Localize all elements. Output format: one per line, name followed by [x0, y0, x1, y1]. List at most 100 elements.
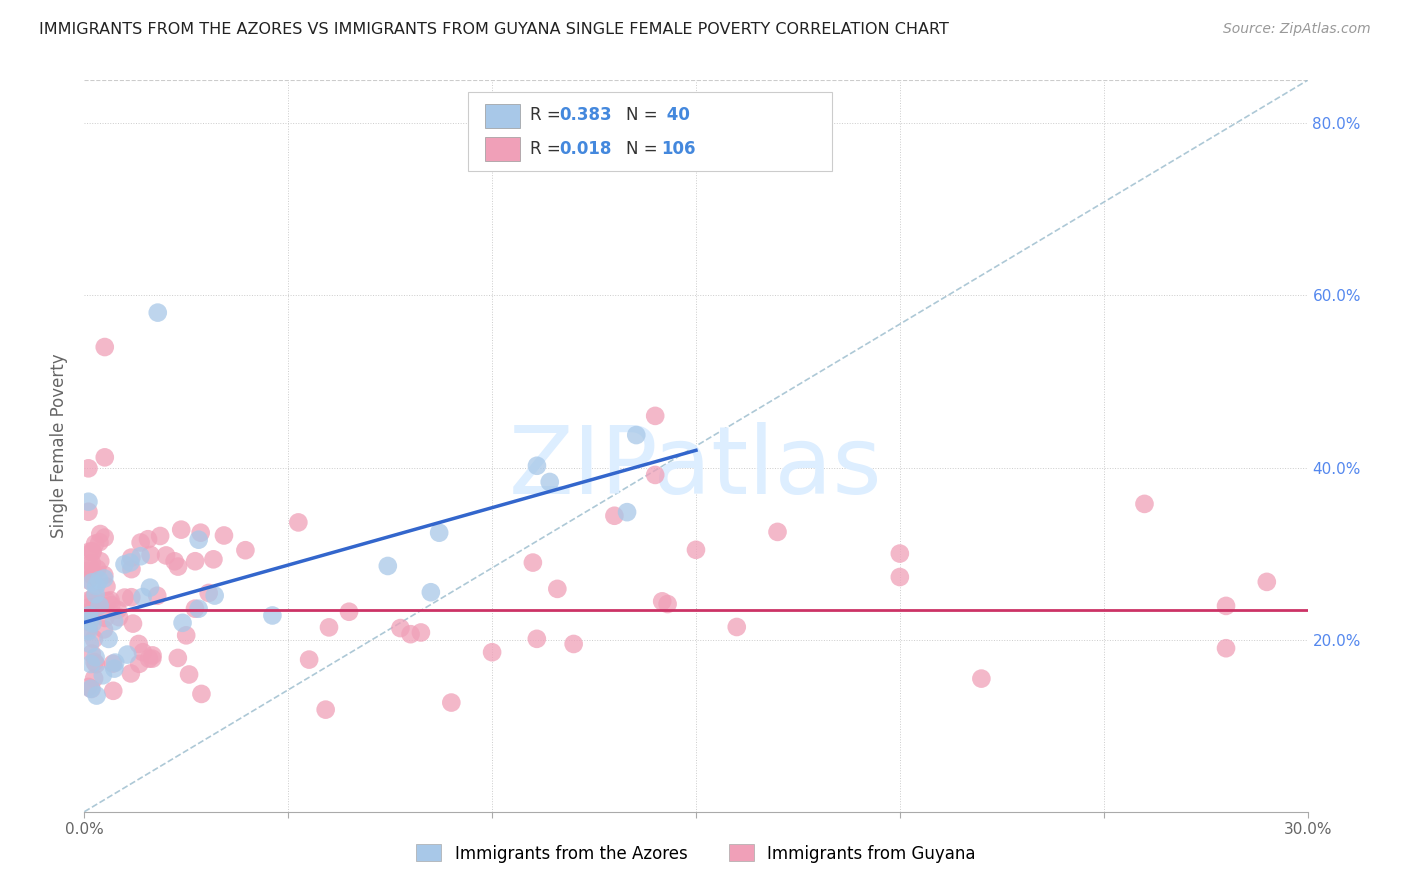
Point [522, 556, 544, 570]
Point [440, 696, 463, 710]
Point [139, 581, 162, 595]
Point [84, 657, 107, 672]
Point [82, 575, 104, 590]
Point [141, 648, 163, 663]
Point [187, 601, 209, 615]
Point [766, 524, 789, 539]
Point [190, 525, 212, 540]
Point [129, 535, 152, 549]
Point [409, 625, 432, 640]
Point [114, 558, 136, 572]
Point [84, 601, 107, 615]
Point [80, 681, 103, 696]
Point [187, 533, 209, 547]
Point [262, 608, 284, 623]
Point [84, 587, 107, 601]
Point [100, 593, 122, 607]
Point [235, 543, 257, 558]
Point [1215, 641, 1237, 656]
Point [79, 560, 101, 574]
Point [94, 611, 117, 625]
Point [170, 523, 193, 537]
Point [419, 585, 441, 599]
Point [93, 568, 115, 582]
Point [202, 552, 225, 566]
Point [103, 662, 125, 676]
Point [204, 589, 226, 603]
Point [120, 591, 142, 605]
Point [337, 605, 360, 619]
Text: Source: ZipAtlas.com: Source: ZipAtlas.com [1223, 22, 1371, 37]
Text: N =: N = [626, 106, 662, 124]
Point [685, 542, 707, 557]
Point [120, 550, 142, 565]
Point [122, 616, 145, 631]
Point [82, 616, 104, 631]
Point [616, 505, 638, 519]
Point [82, 569, 104, 583]
Point [155, 549, 177, 563]
Point [104, 656, 127, 670]
Point [377, 559, 399, 574]
Point [149, 529, 172, 543]
Point [108, 610, 131, 624]
Point [121, 562, 143, 576]
Point [657, 597, 679, 611]
Text: IMMIGRANTS FROM THE AZORES VS IMMIGRANTS FROM GUYANA SINGLE FEMALE POVERTY CORRE: IMMIGRANTS FROM THE AZORES VS IMMIGRANTS… [39, 22, 949, 37]
Point [212, 528, 235, 542]
Text: 0.383: 0.383 [560, 106, 612, 124]
Point [141, 651, 163, 665]
Point [89, 527, 111, 541]
Point [82, 544, 104, 558]
Point [1256, 574, 1278, 589]
Point [389, 621, 412, 635]
Point [100, 598, 122, 612]
Point [167, 559, 190, 574]
Text: ZIPatlas: ZIPatlas [509, 422, 883, 514]
Point [172, 615, 194, 630]
Point [427, 525, 450, 540]
Point [77, 574, 100, 588]
Point [117, 648, 139, 662]
Point [526, 458, 548, 473]
Point [91, 668, 114, 682]
Point [79, 614, 101, 628]
Point [101, 657, 124, 671]
Point [79, 637, 101, 651]
Point [128, 657, 150, 671]
Point [139, 548, 162, 562]
Point [89, 573, 111, 587]
Point [725, 620, 748, 634]
Point [83, 672, 105, 686]
Point [481, 645, 503, 659]
Point [562, 637, 585, 651]
Point [89, 598, 111, 612]
Point [644, 467, 666, 482]
Point [77, 615, 100, 629]
Point [84, 650, 107, 665]
Point [77, 505, 100, 519]
Point [287, 516, 309, 530]
Point [84, 537, 107, 551]
Point [77, 600, 100, 615]
Point [89, 535, 111, 549]
Point [79, 544, 101, 558]
Point [86, 562, 108, 576]
Text: 106: 106 [661, 140, 696, 158]
Point [96, 580, 118, 594]
Point [77, 494, 100, 508]
Point [526, 632, 548, 646]
Point [318, 620, 340, 634]
Point [128, 637, 150, 651]
Point [120, 556, 142, 570]
Point [146, 589, 169, 603]
Point [93, 340, 115, 354]
Y-axis label: Single Female Poverty: Single Female Poverty [49, 354, 67, 538]
Point [80, 556, 103, 570]
Point [77, 605, 100, 619]
Point [114, 591, 136, 605]
Point [174, 628, 197, 642]
Point [197, 586, 219, 600]
Point [146, 305, 169, 319]
Point [83, 655, 105, 669]
